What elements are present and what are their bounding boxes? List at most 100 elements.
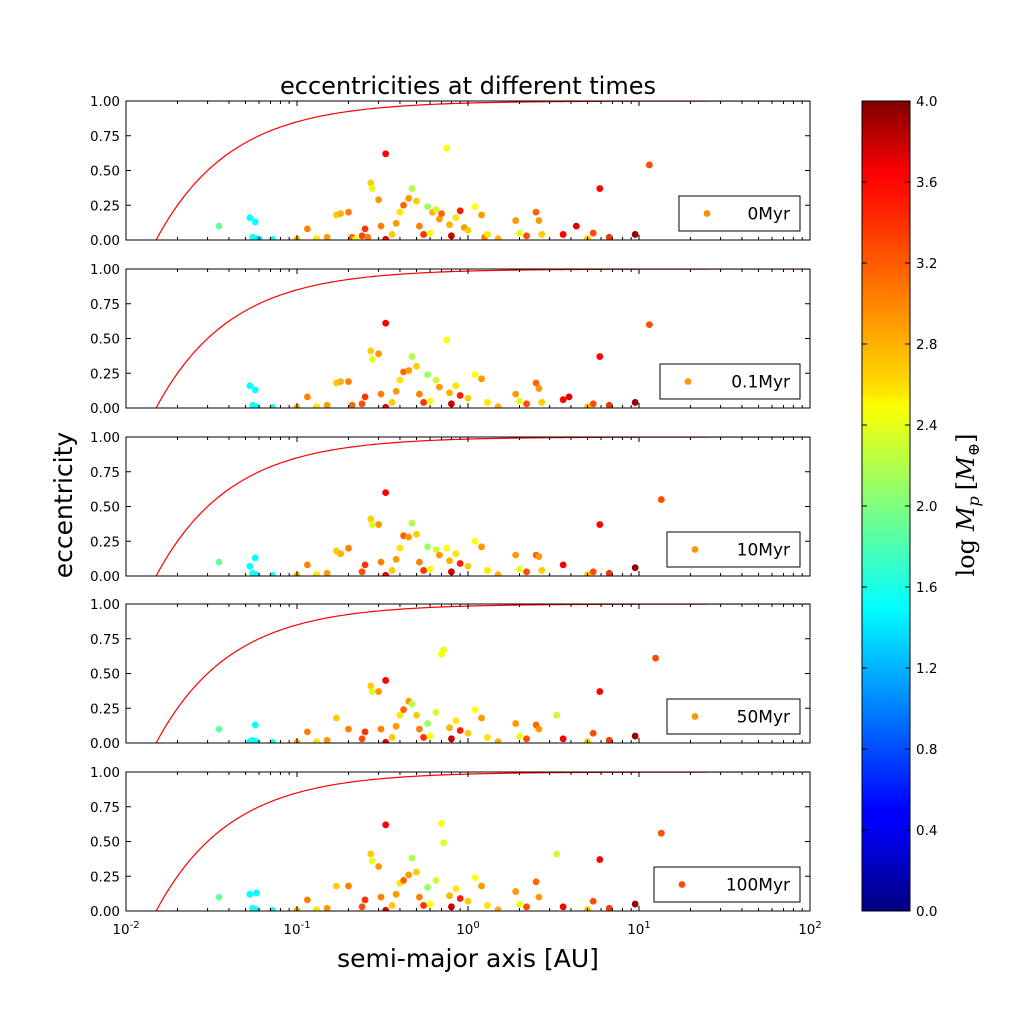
scatter-point [432,376,440,384]
scatter-point [405,533,413,541]
scatter-points [215,820,665,911]
scatter-point [532,208,540,216]
scatter-point [382,150,390,158]
scatter-point [358,232,366,240]
scatter-point [408,353,416,360]
scatter-point [323,736,331,743]
scatter-point [253,571,260,576]
scatter-point [348,401,356,408]
y-axis-label: eccentricity [49,432,78,579]
scatter-point [367,682,375,690]
scatter-point [559,231,567,238]
scatter-point [484,567,491,574]
scatter-point [396,711,404,719]
x-tick-exponent: 0 [473,920,479,931]
scatter-point [375,521,382,528]
scatter-point [605,401,613,408]
scatter-point [478,882,485,890]
scatter-point [448,400,455,408]
scatter-point [464,226,472,234]
scatter-point [413,711,420,719]
legend-marker [691,713,699,720]
scatter-point [452,382,460,390]
scatter-point [535,385,543,392]
scatter-point [375,196,382,204]
scatter-point [432,206,440,213]
scatter-point [251,554,259,562]
colorbar-label-bracket-close: ] [952,433,980,442]
scatter-point [605,233,613,240]
scatter-point [464,562,472,570]
scatter-point [471,874,479,882]
scatter-point [424,203,431,211]
scatter-point [392,387,400,395]
subplot-panel-1: 0.00 0.25 0.50 0.75 1.00 0.1Myr [90,262,811,417]
scatter-point [333,714,340,722]
y-tick-label: 0.50 [90,835,120,851]
scatter-point [484,902,491,909]
scatter-point [400,532,407,540]
scatter-point [426,565,434,573]
scatter-point [464,729,472,737]
scatter-point [652,654,659,662]
scatter-point [396,376,404,384]
scatter-point [416,558,423,566]
y-tick-label: 0.00 [90,569,120,585]
scatter-point [388,734,396,741]
scatter-point [426,732,434,740]
y-tick-label: 1.00 [90,765,120,781]
scatter-point [452,214,460,222]
colorbar-label-earth: M [952,455,980,482]
scatter-point [484,734,491,741]
scatter-point [345,725,352,733]
x-tick-exponent: 1 [644,920,650,931]
colorbar-tick-label: 0.0 [916,904,937,920]
scatter-point [605,569,613,576]
scatter-point [253,738,260,743]
scatter-point [361,896,369,904]
scatter-point [523,568,530,576]
scatter-point [478,543,485,551]
scatter-point [424,371,431,379]
scatter-point [253,889,260,897]
scatter-point [251,386,259,394]
chart-title: eccentricities at different times [280,72,656,100]
colorbar-tick-label: 1.6 [916,580,937,596]
y-tick-label: 0.25 [90,701,120,717]
scatter-point [532,878,540,886]
scatter-point [408,854,416,862]
scatter-point [413,868,420,876]
scatter-point [589,229,597,237]
scatter-point [382,571,390,576]
scatter-point [368,857,376,865]
scatter-point [420,902,427,909]
scatter-point [382,319,390,327]
scatter-point [456,392,464,399]
scatter-point [416,390,423,398]
scatter-point [361,561,369,569]
subplot-panel-3: 0.00 0.25 0.50 0.75 1.00 50Myr [90,597,811,752]
scatter-point [361,728,369,736]
scatter-point [424,720,431,727]
scatter-point [358,400,366,408]
colorbar-label-p: p [964,496,983,506]
subplot-stack: 0.00 0.25 0.50 0.75 1.00 0Myr 0.00 0.25 0.50 0.75… [90,94,822,938]
scatter-point [464,394,472,402]
scatter-point [657,496,665,503]
legend-box [659,363,801,400]
scatter-point [253,906,260,911]
scatter-point [443,144,451,152]
scatter-point [303,393,311,401]
y-tick-label: 0.75 [90,800,120,816]
scatter-point [452,717,460,725]
scatter-point [553,850,561,858]
scatter-point [251,218,259,226]
scatter-point [645,321,653,328]
colorbar-tick-label: 2.0 [916,499,937,515]
scatter-point [512,888,520,895]
y-tick-label: 0.25 [90,198,120,214]
x-tick-base: 10 [627,922,644,938]
colorbar-gradient [861,100,911,912]
scatter-point [426,397,434,405]
scatter-point [420,399,427,406]
